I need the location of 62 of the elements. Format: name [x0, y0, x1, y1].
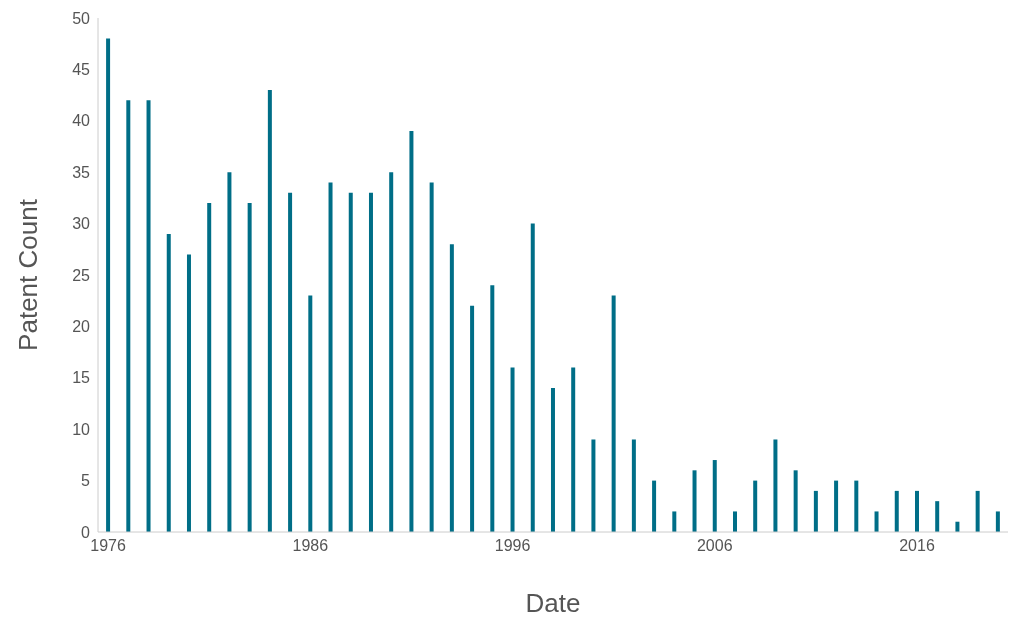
x-tick-label: 1986	[292, 537, 329, 555]
bar	[935, 501, 940, 532]
y-tick-label: 25	[72, 266, 91, 284]
x-tick-label: 1976	[90, 537, 127, 555]
bar	[328, 182, 333, 532]
bar	[652, 480, 657, 532]
bar	[267, 89, 272, 532]
bar	[995, 511, 1000, 532]
bar	[126, 100, 131, 532]
bar	[470, 305, 475, 532]
x-tick-label: 1996	[494, 537, 531, 555]
bar	[166, 233, 171, 532]
bar	[510, 367, 515, 532]
y-tick-label: 5	[81, 472, 91, 490]
bar	[227, 172, 232, 532]
bar	[975, 490, 980, 532]
bar	[490, 285, 495, 532]
bar	[449, 244, 454, 532]
bar	[591, 439, 596, 532]
bar	[672, 511, 677, 532]
bar	[207, 203, 212, 532]
y-tick-label: 20	[72, 318, 91, 336]
y-tick-label: 10	[72, 420, 91, 438]
x-axis-title: Date	[525, 588, 581, 618]
bar	[550, 388, 555, 532]
bar	[894, 490, 899, 532]
bar	[409, 131, 414, 532]
bar	[611, 295, 616, 532]
bar	[247, 203, 252, 532]
bar	[186, 254, 191, 532]
bar	[146, 100, 151, 532]
bar	[571, 367, 576, 532]
x-tick-label: 2006	[696, 537, 733, 555]
bar	[368, 192, 373, 532]
y-tick-label: 30	[72, 215, 91, 233]
bar	[813, 490, 818, 532]
y-tick-label: 45	[72, 61, 91, 79]
bar	[854, 480, 859, 532]
bar	[834, 480, 839, 532]
bar	[692, 470, 697, 532]
bar	[874, 511, 879, 532]
y-tick-label: 0	[81, 523, 91, 541]
bar	[288, 192, 293, 532]
bar	[773, 439, 778, 532]
y-tick-label: 40	[72, 112, 91, 130]
bar	[712, 460, 717, 532]
bar	[793, 470, 798, 532]
y-tick-label: 35	[72, 163, 91, 181]
bar	[308, 295, 313, 532]
bar	[753, 480, 758, 532]
y-axis-title: Patent Count	[13, 198, 44, 351]
bar	[631, 439, 636, 532]
bar	[429, 182, 434, 532]
y-tick-label: 50	[72, 9, 91, 27]
x-tick-label: 2016	[899, 537, 935, 555]
bar	[914, 490, 919, 532]
bar	[732, 511, 737, 532]
bar	[106, 38, 111, 532]
bar	[348, 192, 353, 532]
bar	[530, 223, 535, 532]
bar	[389, 172, 394, 532]
y-tick-label: 15	[72, 369, 91, 387]
